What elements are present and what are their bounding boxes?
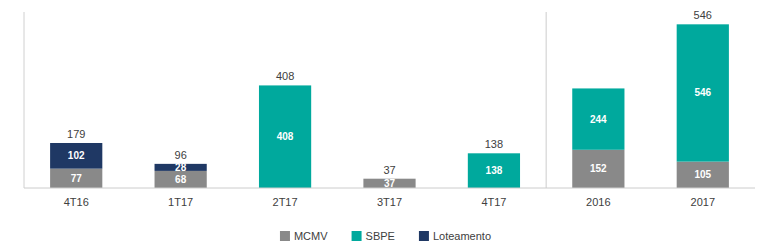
bar-segment [468, 153, 520, 154]
chart: 77 68 37 152 105 408 138 244 546 102 28 179 96 408 37 1… [0, 0, 771, 250]
bar-segment [572, 150, 624, 188]
labels: 77 68 37 152 105 408 138 244 546 102 28 179 96 408 37 1… [67, 9, 712, 189]
data-label: 152 [590, 163, 607, 174]
bar-segment [363, 179, 415, 188]
separator [546, 12, 547, 188]
bars [50, 24, 729, 188]
total-label: 138 [485, 138, 503, 150]
bar-segment [677, 162, 729, 188]
bar-segment [259, 85, 311, 188]
legend-swatch [419, 231, 429, 241]
x-tick-label: 2017 [691, 196, 715, 208]
bar-segment [50, 169, 102, 188]
data-label: 546 [694, 87, 711, 98]
data-label: 77 [71, 173, 83, 184]
total-label: 546 [694, 9, 712, 21]
total-label: 408 [276, 70, 294, 82]
x-tick-label: 2T17 [273, 196, 298, 208]
x-tick-label: 4T17 [481, 196, 506, 208]
data-label: 68 [175, 174, 187, 185]
total-label: 37 [383, 164, 395, 176]
x-tick-label: 3T17 [377, 196, 402, 208]
x-axis-line [24, 188, 755, 189]
data-label: 28 [175, 162, 187, 173]
bar-segment [677, 24, 729, 161]
bar-segment [50, 143, 102, 169]
data-label: 37 [384, 178, 396, 189]
x-tick-label: 1T17 [168, 196, 193, 208]
x-tick-label: 4T16 [64, 196, 89, 208]
total-label: 96 [175, 149, 187, 161]
bar-segment [468, 153, 520, 188]
data-label: 102 [68, 150, 85, 161]
y-axis-line [24, 12, 25, 188]
legend-label: SBPE [366, 230, 395, 242]
legend-swatch [280, 231, 290, 241]
legend: MCMV SBPE Loteamento [280, 230, 491, 242]
legend-label: MCMV [294, 230, 328, 242]
data-label: 105 [694, 169, 711, 180]
legend-label: Loteamento [433, 230, 491, 242]
x-tick-label: 2016 [586, 196, 610, 208]
bar-segment [677, 24, 729, 25]
bar-segment [572, 88, 624, 149]
data-label: 244 [590, 114, 607, 125]
bar-segment [259, 85, 311, 86]
total-label: 179 [67, 128, 85, 140]
legend-swatch [352, 231, 362, 241]
bar-segment [155, 171, 207, 188]
bar-segment [572, 88, 624, 89]
data-label: 408 [277, 131, 294, 142]
data-label: 138 [486, 165, 503, 176]
